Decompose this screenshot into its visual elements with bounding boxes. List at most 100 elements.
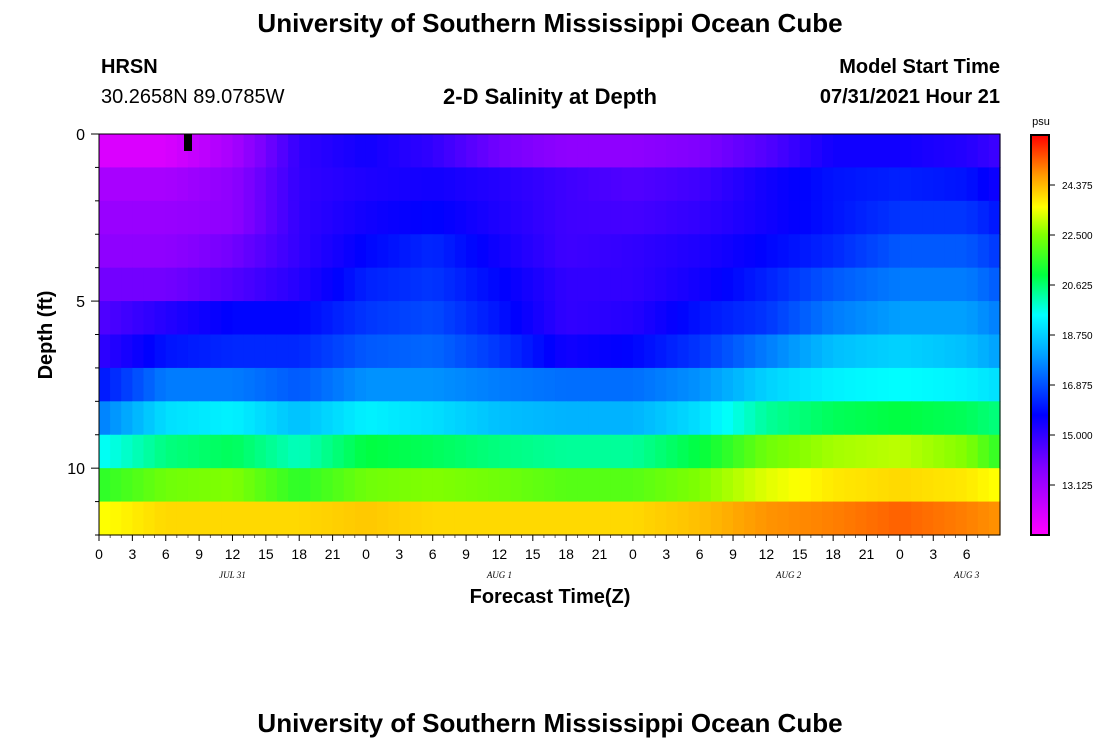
heatmap-cell — [466, 200, 478, 235]
heatmap-cell — [443, 200, 456, 235]
heatmap-cell — [343, 134, 356, 169]
heatmap-cell — [944, 334, 957, 369]
heatmap-cell — [599, 167, 612, 202]
heatmap-cell — [922, 501, 934, 536]
x-tick-label: 12 — [225, 546, 241, 562]
heatmap-cell — [721, 267, 734, 302]
heatmap-cell — [399, 434, 412, 469]
heatmap-cell — [988, 501, 1001, 536]
heatmap-cell — [866, 167, 879, 202]
heatmap-cell — [733, 234, 745, 269]
heatmap-cell — [955, 334, 968, 369]
heatmap-cell — [132, 468, 145, 503]
heatmap-cell — [243, 367, 256, 402]
heatmap-cell — [655, 367, 667, 402]
heatmap-cell — [621, 334, 634, 369]
heatmap-cell — [644, 468, 656, 503]
heatmap-cell — [733, 267, 745, 302]
colorbar: psu 13.125 15.000 16.875 18.750 20.625 22.500… — [1030, 116, 1093, 536]
heatmap-cell — [199, 434, 211, 469]
heatmap-cell — [143, 301, 156, 336]
heatmap-cell — [377, 468, 389, 503]
heatmap-cell — [655, 200, 667, 235]
heatmap-cell — [221, 468, 234, 503]
heatmap-cell — [187, 434, 200, 469]
x-tick-label: 3 — [929, 546, 937, 562]
heatmap-cell — [432, 401, 445, 436]
heatmap-cell — [688, 200, 701, 235]
heatmap-cell — [877, 301, 890, 336]
heatmap-cell — [799, 301, 812, 336]
heatmap-cell — [621, 434, 634, 469]
heatmap-cell — [354, 434, 367, 469]
heatmap-cell — [299, 501, 311, 536]
heatmap-cell — [110, 301, 122, 336]
heatmap-cell — [288, 167, 300, 202]
heatmap-cell — [599, 468, 612, 503]
heatmap-cell — [488, 134, 501, 169]
heatmap-cell — [210, 468, 222, 503]
heatmap-cell — [977, 200, 990, 235]
heatmap-cell — [922, 167, 934, 202]
heatmap-cell — [788, 234, 801, 269]
heatmap-cell — [777, 434, 790, 469]
heatmap-cell — [822, 434, 834, 469]
heatmap-cell — [199, 367, 211, 402]
heatmap-cell — [310, 267, 323, 302]
heatmap-cell — [555, 267, 567, 302]
model-start-label: Model Start Time — [839, 56, 1000, 78]
heatmap-cell — [466, 267, 478, 302]
heatmap-cell — [454, 134, 467, 169]
heatmap-cell — [176, 167, 189, 202]
heatmap-cell — [577, 401, 590, 436]
heatmap-cell — [154, 434, 167, 469]
heatmap-cell — [121, 468, 133, 503]
heatmap-cell — [699, 401, 712, 436]
heatmap-cell — [399, 234, 412, 269]
heatmap-cell — [354, 367, 367, 402]
heatmap-cell — [443, 367, 456, 402]
heatmap-cell — [933, 367, 945, 402]
heatmap-cell — [699, 234, 712, 269]
heatmap-cell — [621, 367, 634, 402]
heatmap-cell — [866, 401, 879, 436]
heatmap-cell — [532, 167, 545, 202]
heatmap-cell — [543, 200, 556, 235]
heatmap-cell — [499, 367, 512, 402]
heatmap-cell — [721, 468, 734, 503]
heatmap-cell — [332, 267, 345, 302]
heatmap-cell — [187, 134, 200, 169]
heatmap-cell — [988, 267, 1001, 302]
heatmap-cell — [933, 234, 945, 269]
heatmap-cell — [187, 301, 200, 336]
heatmap-cell — [844, 234, 856, 269]
heatmap-cell — [799, 134, 812, 169]
x-tick-label: 12 — [492, 546, 508, 562]
heatmap-cell — [677, 200, 690, 235]
heatmap-cell — [644, 401, 656, 436]
heatmap-cell — [610, 267, 623, 302]
x-tick-label: 6 — [162, 546, 170, 562]
heatmap-cell — [410, 301, 423, 336]
colorbar-tick-label: 24.375 — [1062, 181, 1093, 192]
heatmap-cell — [688, 401, 701, 436]
heatmap-cell — [799, 468, 812, 503]
heatmap-cell — [121, 434, 133, 469]
heatmap-cell — [243, 301, 256, 336]
heatmap-cell — [288, 434, 300, 469]
heatmap-cell — [421, 401, 434, 436]
heatmap-cell — [710, 301, 723, 336]
heatmap-cell — [521, 367, 534, 402]
colorbar-tick-label: 22.500 — [1062, 231, 1093, 242]
heatmap-cell — [521, 234, 534, 269]
heatmap-cell — [243, 334, 256, 369]
heatmap-cell — [588, 234, 601, 269]
heatmap-cell — [276, 468, 289, 503]
heatmap-cell — [532, 501, 545, 536]
heatmap-cell — [721, 301, 734, 336]
heatmap-cell — [788, 334, 801, 369]
heatmap-cell — [944, 367, 957, 402]
heatmap-cell — [232, 167, 245, 202]
heatmap-cell — [899, 468, 912, 503]
heatmap-cell — [788, 301, 801, 336]
